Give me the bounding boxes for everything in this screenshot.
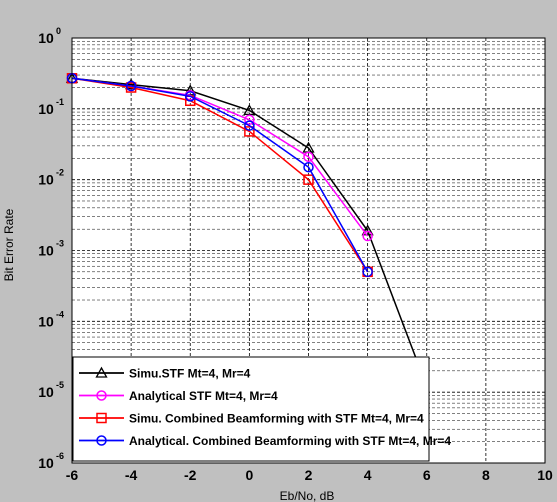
y-tick-base: 10	[38, 384, 54, 400]
data-point	[361, 224, 374, 236]
y-tick-label: 10 -4	[38, 309, 64, 329]
data-point	[362, 230, 373, 242]
y-tick-base: 10	[38, 172, 54, 188]
data-point	[96, 412, 107, 424]
legend: Simu.STF Mt=4, Mr=4 Analytical STF Mt=4, …	[72, 356, 451, 462]
y-tick-base: 10	[38, 30, 54, 46]
y-tick-label: 10 0	[38, 26, 61, 46]
legend-item: Simu.STF Mt=4, Mr=4	[79, 367, 251, 381]
x-tick-label: 8	[482, 467, 490, 483]
data-point	[303, 161, 314, 173]
y-tick-exponent: -5	[56, 380, 64, 390]
legend-item: Analytical. Combined Beamforming with ST…	[79, 434, 451, 448]
data-point	[244, 114, 255, 126]
series-line	[71, 77, 428, 387]
y-tick-exponent: -6	[56, 451, 64, 461]
series-line	[71, 77, 369, 273]
y-tick-base: 10	[38, 313, 54, 329]
y-axis-label: Bit Error Rate	[2, 208, 16, 281]
legend-item: Simu. Combined Beamforming with STF Mt=4…	[79, 412, 424, 426]
data-point	[185, 91, 196, 102]
y-tick-label: 10 -1	[38, 97, 64, 117]
y-tick-base: 10	[38, 101, 54, 117]
y-tick-exponent: -1	[56, 97, 64, 107]
data-point	[303, 174, 314, 185]
series-line	[71, 77, 369, 273]
x-tick-label: 2	[305, 467, 313, 483]
y-tick-label: 10 -6	[38, 451, 64, 471]
legend-label: Analytical STF Mt=4, Mr=4	[129, 389, 278, 403]
x-axis-label: Eb/No, dB	[280, 489, 335, 502]
data-point	[95, 366, 108, 378]
y-tick-label: 10 -2	[38, 168, 64, 188]
x-tick-label: -4	[125, 467, 138, 483]
x-tick-label: -6	[66, 467, 79, 483]
plot-border	[71, 37, 546, 464]
data-point	[244, 126, 255, 137]
data-point	[303, 151, 314, 163]
x-tick-label: -2	[184, 467, 197, 483]
grid	[72, 38, 545, 463]
data-point	[125, 80, 137, 92]
data-point	[96, 390, 107, 401]
series-4	[66, 73, 373, 278]
y-tick-exponent: 0	[56, 26, 61, 36]
y-tick-label: 10 -5	[38, 380, 64, 400]
y-tick-base: 10	[38, 243, 54, 259]
data-point	[362, 266, 373, 278]
legend-item: Analytical STF Mt=4, Mr=4	[79, 389, 278, 403]
data-point	[243, 104, 256, 116]
series-1	[65, 71, 428, 387]
legend-label: Simu. Combined Beamforming with STF Mt=4…	[129, 412, 424, 426]
data-point	[125, 78, 138, 90]
y-tick-exponent: -2	[56, 168, 64, 178]
x-tick-label: 0	[245, 467, 253, 483]
y-tick-exponent: -3	[56, 239, 64, 249]
series-layer	[65, 71, 428, 387]
y-tick-exponent: -4	[56, 309, 64, 319]
y-tick-base: 10	[38, 455, 54, 471]
data-point	[96, 435, 107, 446]
legend-label: Simu.STF Mt=4, Mr=4	[129, 367, 251, 381]
x-tick-label: 6	[423, 467, 431, 483]
y-tick-label: 10 -3	[38, 239, 64, 259]
x-tick-label: 4	[364, 467, 372, 483]
legend-box	[72, 356, 430, 462]
data-point	[244, 120, 255, 131]
x-tick-label: 10	[537, 467, 553, 483]
legend-label: Analytical. Combined Beamforming with ST…	[129, 434, 451, 448]
